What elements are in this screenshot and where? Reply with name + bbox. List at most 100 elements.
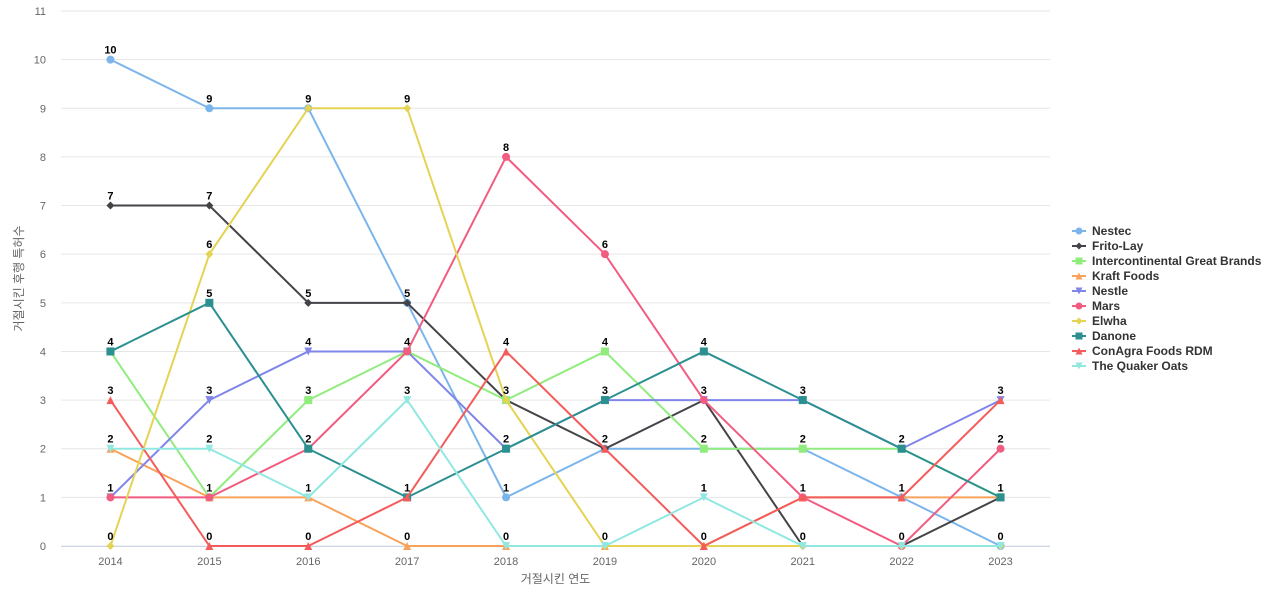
data-label: 1 [800,482,806,494]
data-point [699,347,708,356]
data-point [403,542,412,550]
data-point [304,104,313,113]
data-label: 2 [602,434,608,446]
data-point [106,444,115,453]
legend-item[interactable]: ConAgra Foods RDM [1072,344,1213,358]
data-point [996,542,1005,550]
data-label: 0 [701,531,707,543]
legend-item[interactable]: Frito-Lay [1072,239,1144,253]
legend-item[interactable]: Nestle [1072,284,1128,298]
data-label: 4 [602,336,609,348]
data-point [798,493,807,502]
data-label: 8 [503,142,509,154]
y-axis-title: 거절시킨 후행 특허수 [11,225,26,331]
data-label: 6 [602,239,608,251]
data-label: 4 [305,336,312,348]
y-tick-label: 3 [40,395,46,407]
y-tick-label: 9 [40,103,46,115]
data-point [699,444,708,453]
data-point [205,396,214,405]
data-point [502,152,511,161]
legend-item[interactable]: Mars [1072,299,1120,313]
data-label: 1 [899,482,905,494]
series-9 [106,396,1005,550]
legend-item[interactable]: Nestec [1072,224,1132,238]
data-label: 0 [206,531,212,543]
y-tick-label: 4 [40,346,46,358]
legend-item[interactable]: The Quaker Oats [1072,359,1188,373]
legend-label: Elwha [1092,314,1127,328]
data-point [996,396,1005,405]
data-point [106,493,115,502]
legend-label: Kraft Foods [1092,269,1160,283]
data-point [304,493,313,502]
data-point [897,493,906,502]
legend-label: ConAgra Foods RDM [1092,344,1213,358]
data-point [798,542,807,550]
data-label: 0 [602,531,608,543]
legend-marker [1075,257,1083,265]
y-tick-label: 8 [40,152,46,164]
data-label: 0 [503,531,509,543]
data-point [502,444,511,453]
legend-marker [1075,362,1083,370]
legend-item[interactable]: Intercontinental Great Brands [1072,254,1262,268]
data-label: 1 [701,482,707,494]
series-8 [106,347,1005,550]
data-label: 9 [404,93,410,105]
data-point [996,493,1005,502]
data-label: 2 [206,434,212,446]
series-line [109,350,1002,547]
data-label: 3 [206,385,212,397]
data-label: 5 [404,288,410,300]
gridlines [61,10,1050,547]
data-point [798,444,807,453]
data-point [304,298,313,307]
data-point [205,201,214,210]
legend-item[interactable]: Kraft Foods [1072,269,1160,283]
data-point [403,396,412,405]
x-tick-label: 2023 [988,556,1012,568]
y-tick-label: 10 [34,55,46,67]
series-line [109,399,1002,547]
legend-item[interactable]: Danone [1072,329,1136,343]
data-label: 3 [107,385,113,397]
data-label: 6 [206,239,212,251]
data-point [106,542,115,550]
y-tick-label: 1 [40,492,46,504]
data-label: 0 [107,531,113,543]
data-label: 2 [899,434,905,446]
legend-marker [1075,302,1083,310]
data-point [502,396,511,405]
legend-marker [1075,317,1083,325]
legend-label: The Quaker Oats [1092,359,1188,373]
data-label: 0 [404,531,410,543]
data-point [205,493,214,502]
data-point [600,250,609,259]
legend-label: Mars [1092,299,1120,313]
data-point [403,104,412,113]
data-label: 10 [104,45,116,57]
data-label: 4 [701,336,708,348]
data-label: 1 [503,482,509,494]
series-lines [106,55,1005,550]
data-point [205,250,214,259]
x-tick-label: 2018 [494,556,518,568]
data-point [205,444,214,453]
legend-label: Nestle [1092,284,1128,298]
data-label: 0 [997,531,1003,543]
data-label: 1 [404,482,410,494]
data-label: 2 [997,434,1003,446]
data-label: 2 [107,434,113,446]
y-tick-label: 7 [40,201,46,213]
data-label: 3 [701,385,707,397]
data-label: 2 [503,434,509,446]
legend-label: Nestec [1092,224,1132,238]
x-tick-label: 2017 [395,556,419,568]
data-label: 2 [701,434,707,446]
data-label: 0 [899,531,905,543]
data-label: 2 [305,434,311,446]
data-label: 7 [107,191,113,203]
legend-item[interactable]: Elwha [1072,314,1127,328]
